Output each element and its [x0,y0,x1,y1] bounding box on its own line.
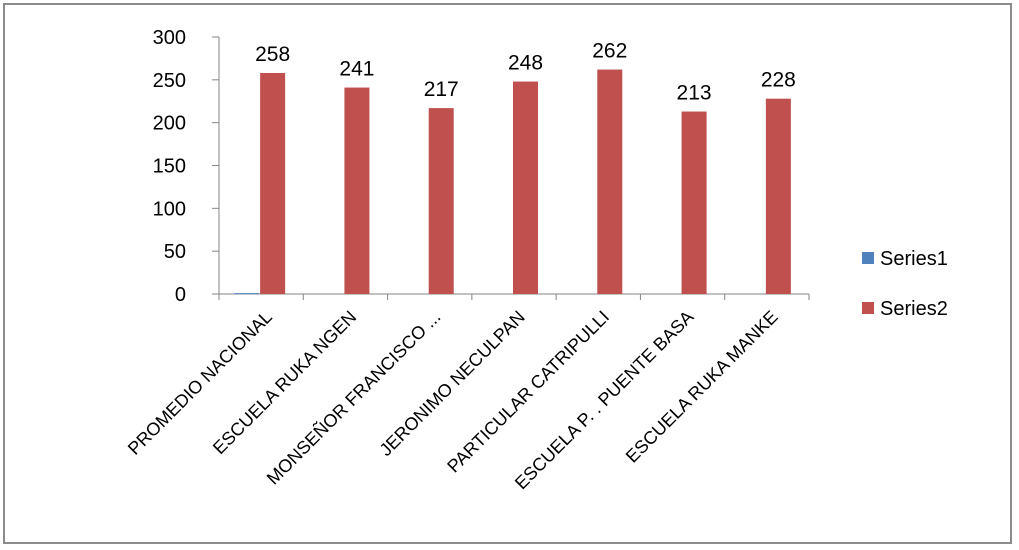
category-label: ESCUELA P. . PUENTE BASA [511,307,698,494]
y-tick-label: 50 [164,241,186,263]
legend-swatch [862,302,874,314]
y-tick-label: 300 [153,27,186,49]
data-label: 217 [424,78,459,101]
data-label: 241 [339,58,374,81]
y-tick-label: 200 [153,113,186,135]
legend-label: Series2 [880,298,948,320]
data-label: 262 [592,40,627,63]
category-label: ESCUELA RUKA NGEN [209,307,360,458]
legend: Series1 Series2 [862,248,948,320]
y-tick-label: 100 [153,198,186,220]
bar-series2 [260,72,286,294]
bar-series1 [234,293,260,295]
data-label: 258 [255,43,290,66]
category-label: JERONIMO NECULPAN [376,307,529,460]
bar-series2 [765,98,791,295]
bar-series2 [428,108,454,294]
category-label: ESCUELA RUKA MANKE [622,307,782,467]
legend-swatch [862,252,874,264]
data-label: 213 [677,82,712,105]
x-axis [218,293,810,300]
y-tick-label: 150 [153,156,186,178]
category-label: MONSEÑOR FRANCISCO ... [262,306,444,488]
category-label: PARTICULAR CATRIPULLI [443,307,613,477]
data-labels: 258 241 217 248 262 213 228 [255,40,796,105]
bar-series2 [513,81,538,295]
bar-series2 [344,87,370,294]
chart-frame [3,3,1012,544]
y-tick-label: 0 [175,284,186,306]
bar-series2 [681,111,707,294]
bar-series2 [597,69,623,294]
bars [234,69,791,295]
category-label: PROMEDIO NACIONAL [124,307,276,459]
data-label: 248 [508,52,543,75]
y-tick-label: 250 [153,70,186,92]
data-label: 228 [761,69,796,92]
y-axis: 0 50 100 150 200 250 300 [153,27,220,306]
legend-label: Series1 [880,248,948,270]
